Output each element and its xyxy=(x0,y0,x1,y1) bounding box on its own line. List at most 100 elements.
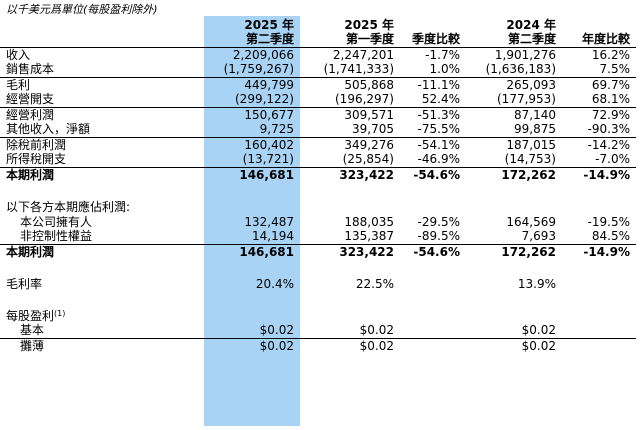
cell-qoq: -54.6% xyxy=(400,243,466,259)
cell-2025-q2: (299,122) xyxy=(235,92,294,107)
cell-qoq: 52.4% xyxy=(421,92,460,107)
cell-2024-q2: 87,140 xyxy=(466,106,562,122)
cell-2025-q1: 188,035 xyxy=(344,214,394,229)
cell-2024-q2: 265,093 xyxy=(466,76,562,92)
row-operating-expenses: 經營開支 (299,122) (196,297) 52.4% (177,953)… xyxy=(0,92,636,107)
cell-2025-q1: (25,854) xyxy=(342,152,394,167)
footnote-marker: (1) xyxy=(54,308,66,318)
cell-2025-q1: 39,705 xyxy=(352,122,394,137)
cell-2025-q1: (196,297) xyxy=(335,92,394,107)
cell-2024-q2: 164,569 xyxy=(506,214,556,229)
cell-2025-q1: 323,422 xyxy=(300,243,400,259)
spacer-row xyxy=(0,259,636,276)
cell-2025-q1: 135,387 xyxy=(344,229,394,244)
cell-qoq xyxy=(400,323,466,338)
row-income-tax: 所得稅開支 (13,721) (25,854) -46.9% (14,753) … xyxy=(0,152,636,167)
header-yoy: 年度比較 xyxy=(581,31,630,46)
cell-qoq: -29.5% xyxy=(417,214,460,229)
row-label: 經營利潤 xyxy=(0,106,204,122)
row-cost-of-sales: 銷售成本 (1,759,267) (1,741,333) 1.0% (1,636… xyxy=(0,62,636,77)
cell-qoq: -46.9% xyxy=(417,152,460,167)
row-profit-for-period: 本期利潤 146,681 323,422 -54.6% 172,262 -14.… xyxy=(0,166,636,182)
cell-2025-q1: 22.5% xyxy=(355,276,394,291)
header-label-column xyxy=(0,15,204,47)
cell-2025-q1: 323,422 xyxy=(300,166,400,182)
cell-2024-q2: (177,953) xyxy=(497,92,556,107)
cell-2024-q2: 172,262 xyxy=(466,243,562,259)
cell-2024-q2: 99,875 xyxy=(514,122,556,137)
cell-yoy: -14.9% xyxy=(562,243,636,259)
row-label: 攤薄 xyxy=(0,337,204,353)
cell-2025-q2: 160,402 xyxy=(204,136,300,152)
cell-yoy: 7.5% xyxy=(599,62,631,77)
cell-2024-q2: 1,901,276 xyxy=(466,46,562,62)
cell-2025-q2: 449,799 xyxy=(204,76,300,92)
header-row: 2025 年第二季度 2025 年第一季度 季度比較 2024 年第二季度 年度… xyxy=(0,15,636,47)
row-label: 毛利 xyxy=(0,76,204,92)
row-eps-basic: 基本 $0.02 $0.02 $0.02 xyxy=(0,323,636,338)
row-label: 收入 xyxy=(0,46,204,62)
eps-heading: 每股盈利(1) xyxy=(6,308,66,323)
row-label: 銷售成本 xyxy=(6,62,55,77)
row-label: 本期利潤 xyxy=(0,243,204,259)
cell-qoq: -1.7% xyxy=(400,46,466,62)
row-revenue: 收入 2,209,066 2,247,201 -1.7% 1,901,276 1… xyxy=(0,46,636,62)
spacer-row xyxy=(0,182,636,199)
cell-2025-q2: 14,194 xyxy=(252,229,294,244)
cell-qoq: 1.0% xyxy=(429,62,461,77)
row-non-controlling-interests: 非控制性權益 14,194 135,387 -89.5% 7,693 84.5% xyxy=(0,229,636,244)
table-caption: 以千美元爲單位(每股盈利除外) xyxy=(6,3,158,16)
cell-2025-q1: (1,741,333) xyxy=(323,62,394,77)
cell-2024-q2: 13.9% xyxy=(517,276,556,291)
row-label: 基本 xyxy=(20,323,45,338)
row-label: 非控制性權益 xyxy=(20,229,93,244)
cell-2025-q2: (1,759,267) xyxy=(223,62,294,77)
cell-2025-q1: 349,276 xyxy=(300,136,400,152)
cell-qoq: -54.6% xyxy=(400,166,466,182)
row-eps-diluted: 攤薄 $0.02 $0.02 $0.02 xyxy=(0,337,636,353)
row-label: 經營開支 xyxy=(6,92,55,107)
cell-qoq: -54.1% xyxy=(400,136,466,152)
row-operating-profit: 經營利潤 150,677 309,571 -51.3% 87,140 72.9% xyxy=(0,106,636,122)
cell-yoy: -7.0% xyxy=(595,152,630,167)
cell-2025-q2: 150,677 xyxy=(204,106,300,122)
cell-2025-q2: 20.4% xyxy=(255,276,294,291)
cell-qoq: -51.3% xyxy=(400,106,466,122)
cell-yoy xyxy=(562,323,636,338)
row-label: 除稅前利潤 xyxy=(0,136,204,152)
row-label: 本期利潤 xyxy=(0,166,204,182)
row-gross-profit: 毛利 449,799 505,868 -11.1% 265,093 69.7% xyxy=(0,76,636,92)
cell-2024-q2: $0.02 xyxy=(521,323,556,338)
cell-2024-q2: (14,753) xyxy=(504,152,556,167)
row-owners-of-company: 本公司擁有人 132,487 188,035 -29.5% 164,569 -1… xyxy=(0,214,636,229)
cell-2025-q1: $0.02 xyxy=(359,323,394,338)
cell-2025-q2: $0.02 xyxy=(204,337,300,353)
header-2025-q2: 2025 年第二季度 xyxy=(244,17,294,46)
header-qoq: 季度比較 xyxy=(411,31,460,46)
financial-table: 2025 年第二季度 2025 年第一季度 季度比較 2024 年第二季度 年度… xyxy=(0,15,636,353)
cell-2025-q2: $0.02 xyxy=(259,323,294,338)
header-2025-q1: 2025 年第一季度 xyxy=(344,17,394,46)
cell-yoy: 69.7% xyxy=(562,76,636,92)
cell-yoy: -14.2% xyxy=(562,136,636,152)
attribution-heading-row: 以下各方本期應佔利潤: xyxy=(0,199,636,214)
cell-2025-q2: 9,725 xyxy=(259,122,294,137)
cell-yoy: 68.1% xyxy=(591,92,630,107)
row-profit-before-tax: 除稅前利潤 160,402 349,276 -54.1% 187,015 -14… xyxy=(0,136,636,152)
row-gross-margin: 毛利率 20.4% 22.5% 13.9% xyxy=(0,276,636,291)
cell-2025-q2: 132,487 xyxy=(244,214,294,229)
attribution-heading: 以下各方本期應佔利潤: xyxy=(6,199,131,214)
cell-2024-q2: 7,693 xyxy=(521,229,556,244)
row-label: 本公司擁有人 xyxy=(20,214,93,229)
cell-yoy: -19.5% xyxy=(587,214,630,229)
row-label: 所得稅開支 xyxy=(6,152,67,167)
cell-qoq xyxy=(400,276,466,291)
cell-2024-q2: (1,636,183) xyxy=(485,62,556,77)
cell-yoy: -14.9% xyxy=(562,166,636,182)
row-other-income: 其他收入，淨額 9,725 39,705 -75.5% 99,875 -90.3… xyxy=(0,122,636,137)
header-2024-q2: 2024 年第二季度 xyxy=(506,17,556,46)
spacer-row xyxy=(0,291,636,308)
cell-2025-q1: 309,571 xyxy=(300,106,400,122)
cell-yoy: -90.3% xyxy=(587,122,630,137)
cell-yoy: 16.2% xyxy=(562,46,636,62)
